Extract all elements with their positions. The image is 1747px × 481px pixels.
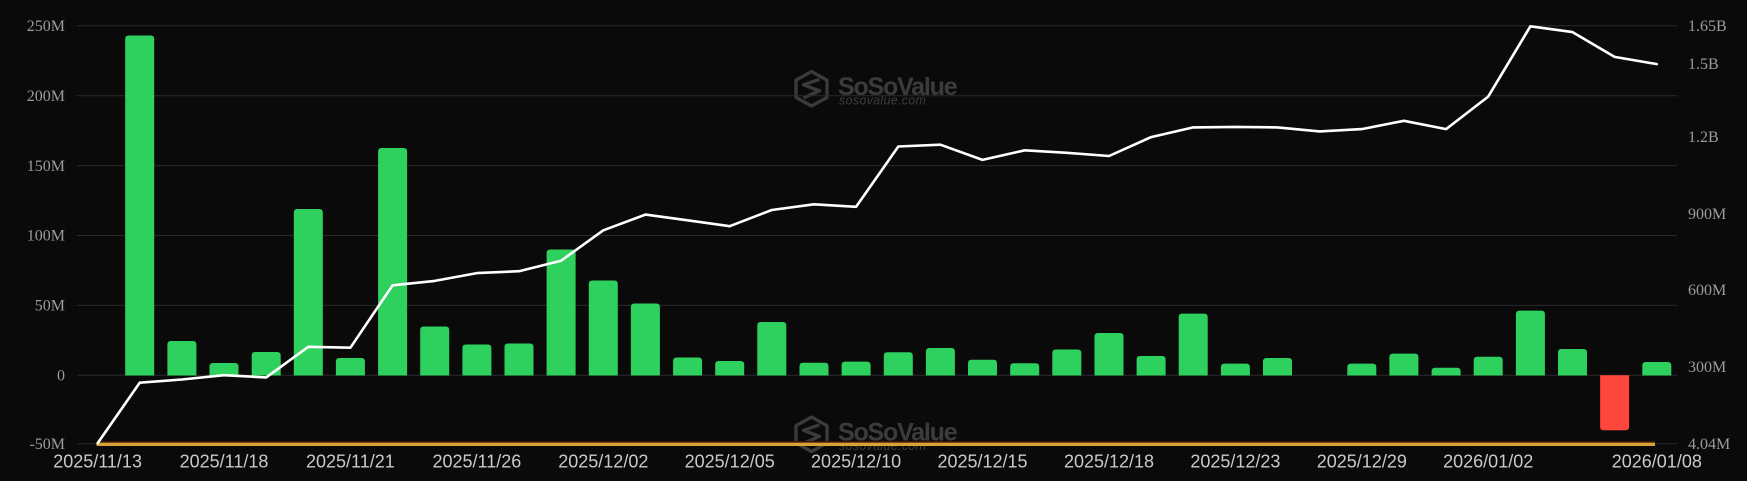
svg-text:2025/12/29: 2025/12/29 [1317, 452, 1407, 472]
svg-text:2025/11/13: 2025/11/13 [53, 452, 142, 472]
svg-text:300M: 300M [1688, 359, 1726, 376]
svg-text:2025/12/15: 2025/12/15 [937, 452, 1027, 472]
svg-text:SoSoValue: SoSoValue [838, 73, 958, 101]
svg-text:150M: 150M [27, 158, 65, 175]
svg-text:2025/12/23: 2025/12/23 [1190, 452, 1280, 472]
svg-text:600M: 600M [1688, 282, 1726, 299]
svg-text:2025/12/18: 2025/12/18 [1064, 452, 1154, 472]
svg-text:2025/12/02: 2025/12/02 [558, 452, 648, 472]
svg-text:2025/11/21: 2025/11/21 [306, 452, 395, 472]
svg-text:50M: 50M [35, 298, 65, 315]
svg-text:100M: 100M [27, 228, 65, 245]
svg-text:1.5B: 1.5B [1688, 56, 1719, 73]
svg-text:2025/11/26: 2025/11/26 [433, 452, 522, 472]
svg-text:250M: 250M [27, 18, 65, 35]
svg-text:0: 0 [57, 368, 65, 385]
svg-text:2025/12/10: 2025/12/10 [811, 452, 901, 472]
svg-text:-50M: -50M [29, 436, 65, 453]
svg-text:1.2B: 1.2B [1688, 129, 1719, 146]
svg-text:2025/12/05: 2025/12/05 [685, 452, 775, 472]
svg-text:sosovalue.com: sosovalue.com [839, 93, 926, 107]
svg-text:2026/01/02: 2026/01/02 [1443, 452, 1533, 472]
svg-text:2026/01/08: 2026/01/08 [1612, 452, 1702, 472]
svg-text:1.65B: 1.65B [1688, 18, 1727, 35]
svg-text:200M: 200M [27, 88, 65, 105]
svg-text:4.04M: 4.04M [1688, 436, 1730, 453]
svg-text:900M: 900M [1688, 206, 1726, 223]
svg-text:2025/11/18: 2025/11/18 [180, 452, 269, 472]
